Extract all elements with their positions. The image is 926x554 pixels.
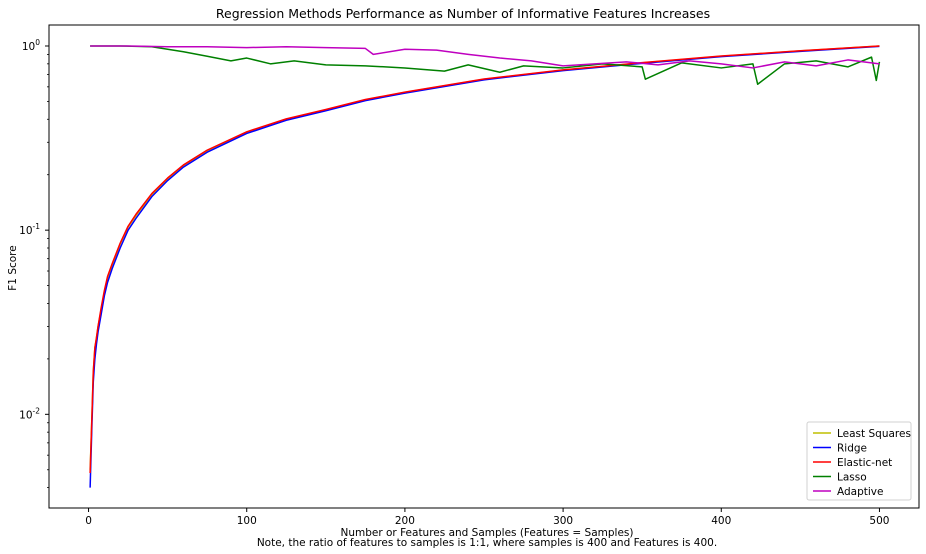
legend-box [806,421,912,501]
series-line-elastic-net [89,45,880,474]
x-tick-label: 500 [869,515,889,527]
y-tick-label: 10-1 [19,222,40,237]
x-tick-label: 400 [711,515,731,527]
legend-label-lasso: Lasso [837,472,867,484]
chart-note: Note, the ratio of features to samples i… [256,537,718,549]
legend-label-least-squares: Least Squares [837,428,911,440]
x-tick-label: 100 [237,515,257,527]
series-line-least-squares [89,45,880,470]
series-line-lasso [90,45,881,85]
x-tick-label: 300 [553,515,573,527]
y-tick-label: 10-2 [19,406,40,421]
plot-frame [48,24,920,509]
legend: Least Squares Ridge Elastic-net Lasso Adapti… [806,421,912,501]
series-line-ridge [89,45,880,488]
series-layer [89,45,881,488]
legend-label-ridge: Ridge [837,443,867,455]
x-tick-label: 200 [395,515,415,527]
legend-label-elastic-net: Elastic-net [837,457,892,469]
x-tick-label: 0 [85,515,92,527]
ticks-layer: 0 100 200 300 400 500 100 10-1 10-2 [19,38,889,527]
chart-title: Regression Methods Performance as Number… [215,6,711,21]
y-tick-label: 100 [22,38,40,53]
legend-label-adaptive: Adaptive [837,486,883,498]
x-axis-label: Number or Features and Samples (Features… [340,527,634,539]
series-line-adaptive [90,45,880,69]
